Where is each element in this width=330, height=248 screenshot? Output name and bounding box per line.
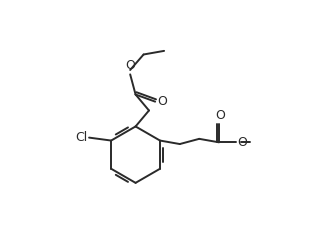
Text: O: O (157, 95, 167, 108)
Text: O: O (215, 109, 225, 122)
Text: O: O (237, 136, 247, 149)
Text: O: O (125, 60, 135, 72)
Text: Cl: Cl (75, 131, 87, 144)
